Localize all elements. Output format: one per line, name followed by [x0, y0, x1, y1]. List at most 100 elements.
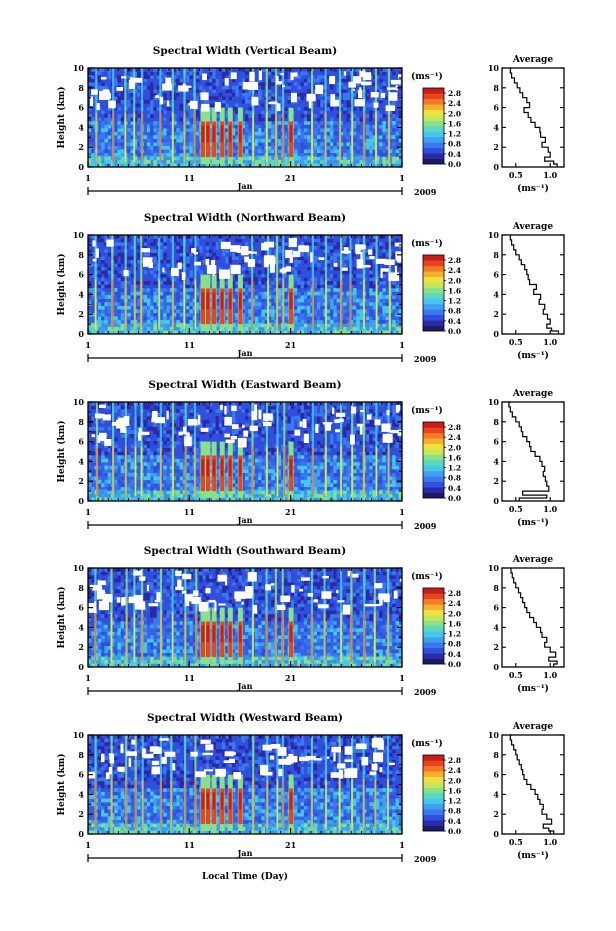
- no-data-gap: [193, 252, 199, 255]
- heatmap-cell: [284, 323, 288, 328]
- heatmap-cell: [366, 298, 370, 303]
- heatmap-cell: [369, 326, 373, 331]
- heatmap-cell: [231, 419, 236, 424]
- heatmap-cell: [238, 412, 243, 417]
- heatmap-cell: [248, 121, 252, 125]
- heatmap-cell: [91, 305, 95, 310]
- heatmap-cell: [117, 259, 121, 264]
- heatmap-cell: [287, 78, 292, 83]
- heatmap-cell: [163, 458, 167, 463]
- heatmap-cell: [241, 409, 246, 413]
- heatmap-cell: [195, 71, 200, 76]
- heatmap-cell: [235, 405, 239, 410]
- heatmap-cell: [317, 249, 321, 253]
- heatmap-cell: [231, 402, 236, 406]
- heatmap-cell: [228, 163, 233, 167]
- heatmap-cell: [343, 281, 347, 285]
- heatmap-cell: [209, 479, 213, 484]
- heatmap-cell: [395, 298, 400, 303]
- heatmap-cell: [398, 323, 402, 328]
- heatmap-cell: [104, 444, 108, 449]
- no-data-gap: [205, 258, 210, 265]
- heatmap-cell: [395, 305, 400, 310]
- heatmap-cell: [97, 68, 102, 72]
- heatmap-cell: [199, 430, 203, 435]
- heatmap-cell: [153, 423, 157, 427]
- heatmap-cell: [372, 152, 377, 157]
- y-tick-label: 2: [78, 309, 84, 319]
- heatmap-cell: [326, 117, 331, 122]
- heatmap-cell: [336, 330, 341, 334]
- heatmap-cell: [104, 273, 108, 278]
- heatmap-streak-core: [193, 112, 196, 163]
- heatmap-cell: [137, 152, 141, 157]
- heatmap-cell: [231, 114, 236, 118]
- heatmap-cell: [392, 156, 396, 161]
- heatmap-cell: [127, 273, 131, 278]
- heatmap-cell: [245, 117, 249, 122]
- heatmap-cell: [225, 465, 229, 470]
- heatmap-cell: [163, 71, 167, 76]
- heatmap-cell: [343, 92, 347, 97]
- no-data-gap: [369, 256, 375, 260]
- heatmap-cell: [114, 291, 118, 296]
- heatmap-cell: [91, 451, 95, 456]
- heatmap-cell: [153, 82, 157, 86]
- heatmap-cell: [258, 92, 262, 97]
- heatmap-cell: [117, 405, 121, 410]
- panel-2: Spectral Width (Eastward Beam)1 11 21 10246…: [56, 379, 565, 531]
- heatmap-cell: [336, 117, 341, 122]
- heatmap-cell: [137, 259, 141, 264]
- heatmap-cell: [382, 85, 386, 90]
- heatmap-cell: [150, 469, 154, 473]
- heatmap-cell: [218, 89, 223, 93]
- heatmap-cell: [120, 277, 125, 282]
- heatmap-cell: [375, 71, 380, 76]
- heatmap-cell: [366, 152, 370, 157]
- heatmap-cell: [369, 312, 373, 317]
- heatmap-cell: [343, 128, 347, 132]
- heatmap-cell: [366, 330, 370, 334]
- heatmap-cell: [254, 252, 259, 257]
- no-data-gap: [230, 245, 241, 252]
- heatmap-cell: [146, 281, 151, 285]
- heatmap-cell: [375, 128, 380, 132]
- heatmap-cell: [91, 402, 95, 406]
- heatmap-cell: [307, 309, 311, 314]
- y-tick-label: 0: [78, 329, 84, 339]
- heatmap-cell: [146, 82, 151, 86]
- heatmap-cell: [137, 298, 141, 303]
- heatmap-cell: [392, 298, 396, 303]
- heatmap-cell: [395, 284, 400, 289]
- heatmap-cell: [189, 409, 193, 413]
- heatmap-cell: [307, 263, 311, 268]
- heatmap-cell: [277, 305, 282, 310]
- heatmap-streak-core: [124, 112, 127, 163]
- heatmap-cell: [209, 249, 213, 253]
- heatmap-cell: [372, 159, 377, 164]
- heatmap-cell: [88, 128, 92, 132]
- heatmap-cell: [398, 249, 402, 253]
- heatmap-cell: [195, 266, 200, 271]
- heatmap-cell: [307, 312, 311, 317]
- heatmap-cell: [166, 68, 171, 72]
- heatmap-cell: [176, 458, 180, 463]
- heatmap-cell: [143, 440, 148, 445]
- heatmap-cell: [160, 145, 164, 150]
- heatmap-cell: [199, 249, 203, 253]
- heatmap-cell: [313, 235, 318, 239]
- heatmap-cell: [209, 302, 213, 306]
- heatmap-cell: [320, 298, 324, 303]
- heatmap-cell: [339, 75, 344, 79]
- heatmap-cell: [254, 163, 259, 167]
- heatmap-cell: [173, 235, 177, 239]
- heatmap-cell: [202, 242, 207, 246]
- heatmap-cell: [261, 281, 265, 285]
- heatmap-cell: [163, 245, 167, 250]
- heatmap-cell: [146, 284, 151, 289]
- heatmap-cell: [375, 156, 380, 161]
- heatmap-cell: [356, 156, 360, 161]
- no-data-gap: [353, 76, 362, 84]
- heatmap-cell: [277, 85, 282, 90]
- heatmap-cell: [153, 302, 157, 306]
